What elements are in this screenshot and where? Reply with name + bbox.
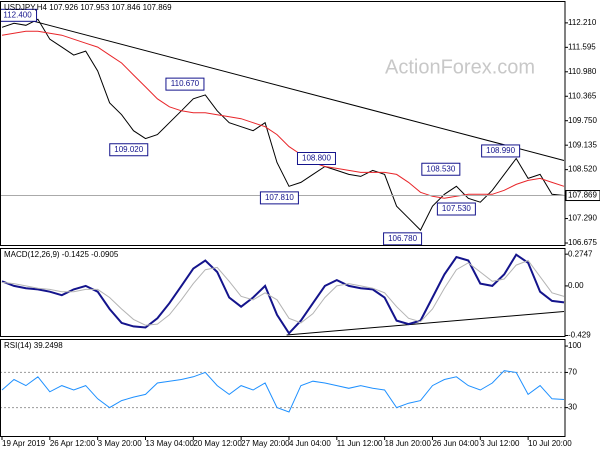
annotation-box bbox=[481, 144, 521, 158]
annotation-box bbox=[259, 191, 299, 205]
panel-title: MACD(12,26,9) -0.1425 -0.0905 bbox=[4, 250, 119, 259]
x-tick-label: 27 May 20:00 bbox=[241, 439, 290, 448]
series-line bbox=[1, 18, 565, 231]
x-tick-label: 26 Apr 12:00 bbox=[50, 439, 96, 448]
x-tick-label: 19 Apr 2019 bbox=[2, 439, 46, 448]
y-tick-label: 106.675 bbox=[568, 238, 597, 247]
series-line bbox=[1, 30, 565, 199]
current-price-box bbox=[565, 190, 600, 202]
y-tick-label: 110.980 bbox=[568, 67, 597, 76]
annotation-box bbox=[109, 143, 149, 157]
annotation-label: 109.020 bbox=[114, 145, 143, 154]
y-tick-label: 0.2747 bbox=[568, 249, 593, 258]
panel-title: RSI(14) 39.2498 bbox=[4, 341, 63, 350]
y-tick-label: 100 bbox=[568, 341, 582, 350]
annotation-label: 108.800 bbox=[302, 154, 331, 163]
y-tick-label: -0.429 bbox=[568, 331, 591, 340]
y-tick-label: 111.595 bbox=[568, 42, 596, 51]
y-tick-label: 112.210 bbox=[568, 18, 597, 27]
trend-line bbox=[1, 12, 565, 161]
panel-frame bbox=[0, 248, 566, 337]
y-tick-label: 109.135 bbox=[568, 140, 597, 149]
y-tick-label: 110.365 bbox=[568, 91, 597, 100]
annotation-box bbox=[296, 152, 336, 165]
x-tick-label: 4 Jun 04:00 bbox=[289, 439, 331, 448]
annotation-label: 107.810 bbox=[265, 193, 294, 202]
annotation-box bbox=[165, 77, 205, 91]
panel bbox=[0, 370, 565, 413]
panel-frame bbox=[0, 1, 566, 246]
annotation-label: 112.400 bbox=[3, 10, 32, 19]
annotation-label: 106.780 bbox=[388, 234, 417, 243]
annotation-box bbox=[383, 232, 423, 246]
x-tick-label: 10 Jul 20:00 bbox=[528, 439, 572, 448]
series-line bbox=[1, 370, 565, 413]
panel-title: USDJPY,H4 107.926 107.953 107.846 107.86… bbox=[4, 3, 172, 12]
annotation-label: 108.530 bbox=[426, 164, 455, 173]
watermark: ActionForex.com bbox=[385, 56, 535, 78]
annotation-label: 108.990 bbox=[486, 146, 515, 155]
panel: ActionForex.com 112.400 110.670 109.020 108.… bbox=[0, 8, 565, 246]
annotation-label: 110.670 bbox=[171, 79, 200, 88]
y-tick-label: 108.520 bbox=[568, 165, 597, 174]
x-tick-label: 26 Jun 04:00 bbox=[432, 439, 479, 448]
y-tick-label: 109.750 bbox=[568, 116, 597, 125]
annotation-label: 107.530 bbox=[442, 204, 471, 213]
panel bbox=[1, 253, 565, 336]
x-tick-label: 13 May 04:00 bbox=[145, 439, 194, 448]
series-line bbox=[1, 259, 565, 326]
x-tick-label: 3 May 20:00 bbox=[98, 439, 143, 448]
trend-line bbox=[286, 310, 565, 336]
x-tick-label: 11 Jun 12:00 bbox=[337, 439, 383, 448]
panel-frame bbox=[0, 339, 566, 437]
x-tick-label: 18 Jun 20:00 bbox=[385, 439, 432, 448]
x-tick-label: 3 Jul 12:00 bbox=[480, 439, 520, 448]
annotation-box bbox=[436, 202, 476, 216]
y-tick-label: 0.00 bbox=[568, 281, 584, 290]
y-tick-label: 30 bbox=[568, 403, 577, 412]
y-tick-label: 107.290 bbox=[568, 214, 597, 223]
x-tick-label: 20 May 12:00 bbox=[193, 439, 242, 448]
annotation-box bbox=[0, 8, 38, 22]
y-tick-label: 70 bbox=[568, 368, 577, 377]
annotation-box bbox=[421, 162, 461, 176]
current-price-label: 107.869 bbox=[568, 191, 597, 200]
